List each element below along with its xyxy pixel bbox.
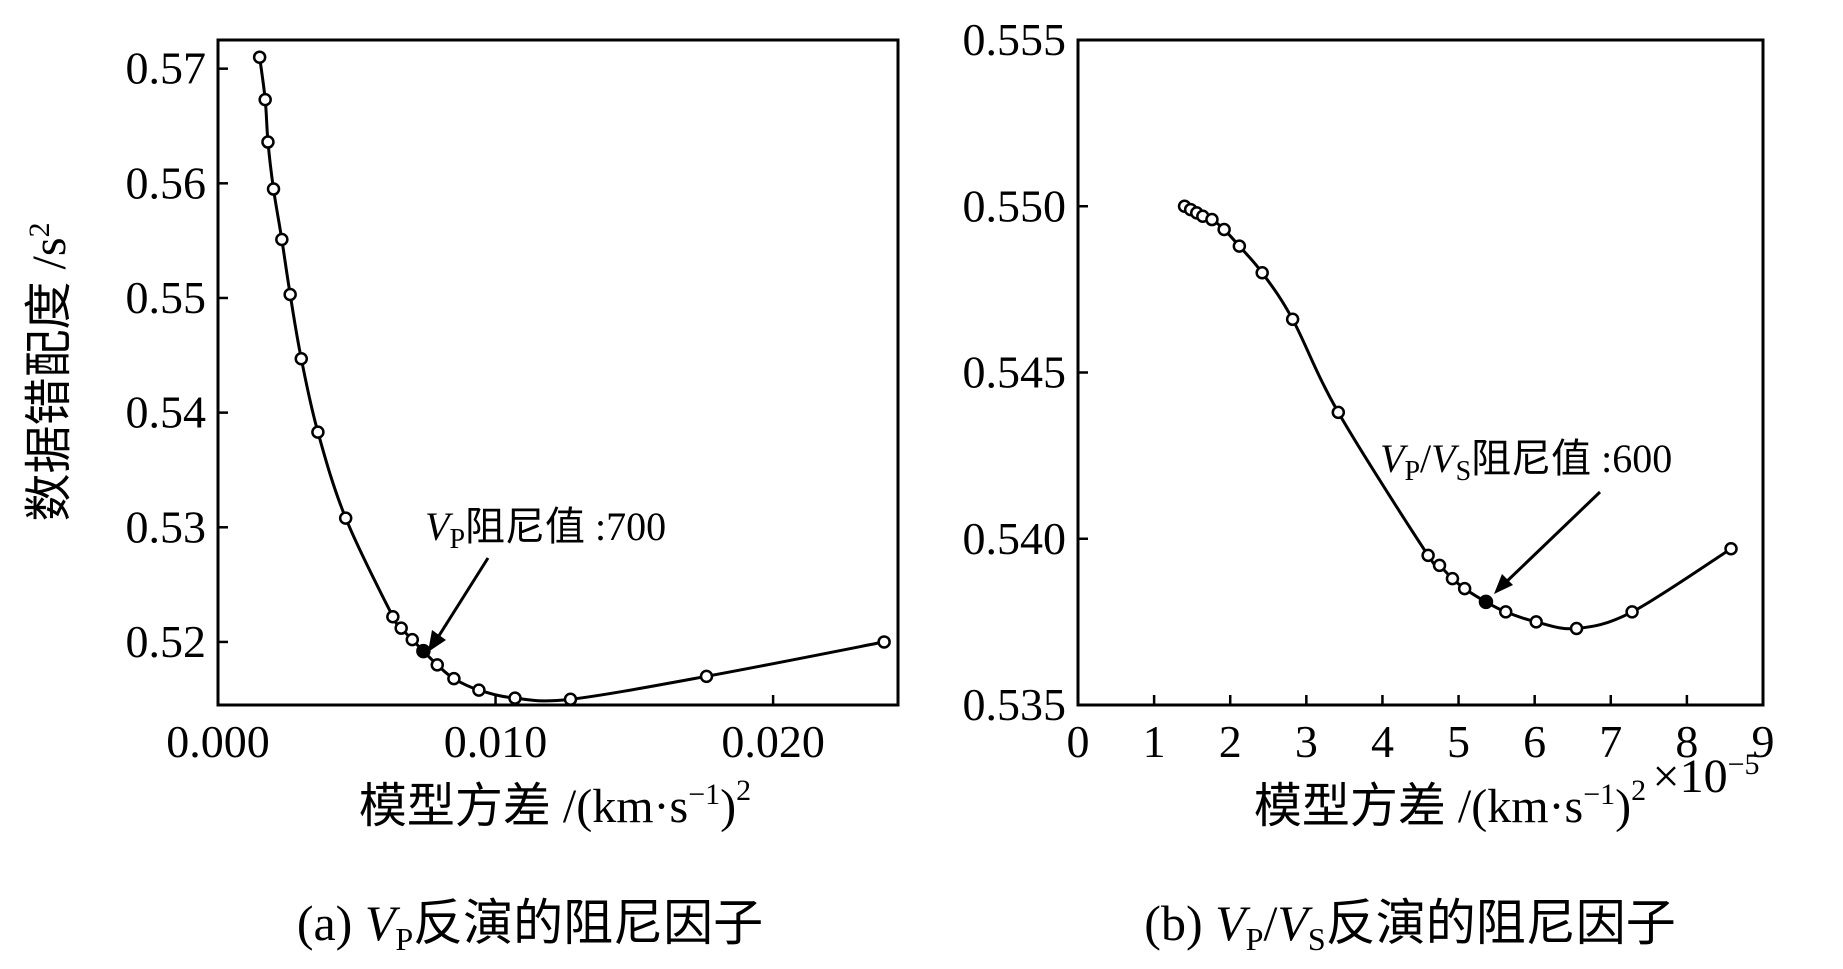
panel-b-data-point bbox=[1205, 212, 1219, 227]
panel-b-xtick-label: 4 bbox=[1371, 716, 1394, 767]
panel-a-data-point bbox=[275, 232, 289, 247]
panel-a-data-point bbox=[699, 669, 714, 684]
panel-a-points bbox=[252, 50, 891, 707]
panel-b-xtick-label: 8 bbox=[1675, 716, 1698, 767]
panel-a-data-point bbox=[266, 182, 281, 196]
panel-a-xtick-label: 0.000 bbox=[166, 716, 270, 767]
panel-a-ytick-label: 0.54 bbox=[126, 387, 207, 438]
panel-a-annotation-arrow bbox=[433, 557, 490, 643]
panel-b-data-point bbox=[1331, 405, 1346, 420]
panel-b-caption: (b) VP/VS反演的阻尼因子 bbox=[1144, 895, 1675, 957]
panel-b-data-point bbox=[1255, 266, 1269, 280]
panel-b-data-point bbox=[1498, 605, 1513, 619]
panel-a-ticks: 0.000 0.010 0.020 0.52 0.53 0.54 0.55 0.56 0.57 bbox=[126, 43, 825, 767]
panel-a-ytick-label: 0.57 bbox=[126, 43, 207, 94]
panel-a-ytick-label: 0.53 bbox=[126, 501, 207, 552]
panel-a-data-point bbox=[394, 621, 408, 635]
panel-b-xtick-label: 2 bbox=[1219, 716, 1242, 767]
panel-a-data-point bbox=[430, 658, 445, 672]
panel-a-data-point bbox=[252, 50, 267, 64]
panel-b-annotation-arrow bbox=[1501, 490, 1602, 587]
panel-a-annotation-arrowhead bbox=[428, 630, 446, 652]
panel-a-data-point bbox=[472, 683, 486, 697]
panel-b-xtick-label: 7 bbox=[1599, 716, 1622, 767]
panel-b-xtick-label: 6 bbox=[1523, 716, 1546, 767]
panel-a-ytick-label: 0.56 bbox=[126, 157, 207, 208]
panel-b-xlabel: 模型方差 /(km·s−1)2 bbox=[1254, 774, 1646, 833]
panel-b-annotation-label: VP/VS阻尼值 :600 bbox=[1380, 436, 1672, 487]
panel-a-ylabel: 数据错配度 /s2 bbox=[23, 222, 76, 521]
panel-b-xtick-label: 1 bbox=[1143, 716, 1166, 767]
panel-b-data-point bbox=[1445, 571, 1460, 586]
panel-b-data-point bbox=[1432, 558, 1447, 573]
panel-a-data-point bbox=[563, 692, 578, 707]
panel-a-xlabel: 模型方差 /(km·s−1)2 bbox=[359, 774, 751, 833]
panel-a-data-point bbox=[338, 511, 353, 525]
panel-a-xtick-label: 0.010 bbox=[444, 716, 548, 767]
panel-a-data-point bbox=[261, 135, 275, 149]
panel-a-vp-damping: 0.000 0.010 0.0200.520.530.540.550.560.57 … bbox=[23, 38, 900, 957]
panel-a-xtick-label: 0.020 bbox=[721, 716, 825, 767]
panel-b-xscale-multiplier: ×10−5 bbox=[1653, 748, 1760, 803]
panel-b-data-point bbox=[1232, 239, 1247, 253]
panel-b-xtick-label: 3 bbox=[1295, 716, 1318, 767]
panel-b-data-point bbox=[1529, 615, 1543, 629]
panel-b-ytick-label: 0.555 bbox=[963, 14, 1067, 65]
panel-a-curve bbox=[258, 56, 885, 703]
panel-a-data-point bbox=[311, 425, 325, 439]
panel-b-ytick-label: 0.545 bbox=[963, 347, 1067, 398]
panel-a-data-point bbox=[386, 609, 400, 624]
panel-b-ytick-label: 0.550 bbox=[963, 180, 1067, 231]
panel-a-annotation-label: VP阻尼值 :700 bbox=[425, 504, 666, 555]
panel-b-annotation: VP/VS阻尼值 :600 bbox=[1380, 436, 1672, 594]
panel-b-data-point bbox=[1217, 222, 1231, 237]
panel-b-xtick-label: 9 bbox=[1752, 716, 1775, 767]
panel-b-plot-frame bbox=[1076, 38, 1765, 707]
panel-b-ytick-label: 0.540 bbox=[963, 513, 1067, 564]
panel-b-ticks: 0 1 2 3 4 5 6 7 8 9 0.535 0.540 0.545 0.550 0.555 bbox=[963, 14, 1775, 767]
panel-a-data-point bbox=[877, 635, 891, 649]
panel-a-annotation: VP阻尼值 :700 bbox=[425, 504, 666, 652]
panel-b-ytick-label: 0.535 bbox=[963, 679, 1067, 730]
panel-b-vpvs-damping: 0 1 2 3 4 5 6 7 8 9 0.535 0.540 0.545 0.550 0.555 VP/V… bbox=[963, 14, 1775, 957]
panel-a-data-point bbox=[447, 671, 461, 686]
panel-a-ytick-label: 0.55 bbox=[126, 272, 207, 323]
panel-b-points bbox=[1177, 199, 1738, 636]
panel-a-data-point bbox=[294, 351, 309, 366]
panel-a-data-point bbox=[258, 92, 272, 107]
panel-b-xtick-label: 0 bbox=[1067, 716, 1090, 767]
panel-a-data-point bbox=[405, 632, 420, 647]
panel-b-data-point bbox=[1421, 548, 1435, 563]
panel-a-caption: (a) VP反演的阻尼因子 bbox=[297, 895, 763, 957]
panel-a-selected-point bbox=[416, 643, 431, 659]
panel-b-annotation-arrowhead bbox=[1494, 574, 1513, 594]
panel-a-plot-frame bbox=[216, 38, 900, 707]
panel-b-data-point bbox=[1724, 541, 1738, 556]
panel-a-ytick-label: 0.52 bbox=[126, 616, 207, 667]
panel-b-data-point bbox=[1457, 581, 1472, 596]
panel-b-selected-point bbox=[1478, 594, 1494, 610]
panel-b-data-point bbox=[1569, 621, 1584, 636]
panel-a-data-point bbox=[508, 691, 522, 705]
panel-b-xtick-label: 5 bbox=[1447, 716, 1470, 767]
panel-a-data-point bbox=[283, 287, 297, 302]
panel-b-data-point bbox=[1285, 312, 1300, 327]
panel-b-data-point bbox=[1625, 605, 1639, 619]
